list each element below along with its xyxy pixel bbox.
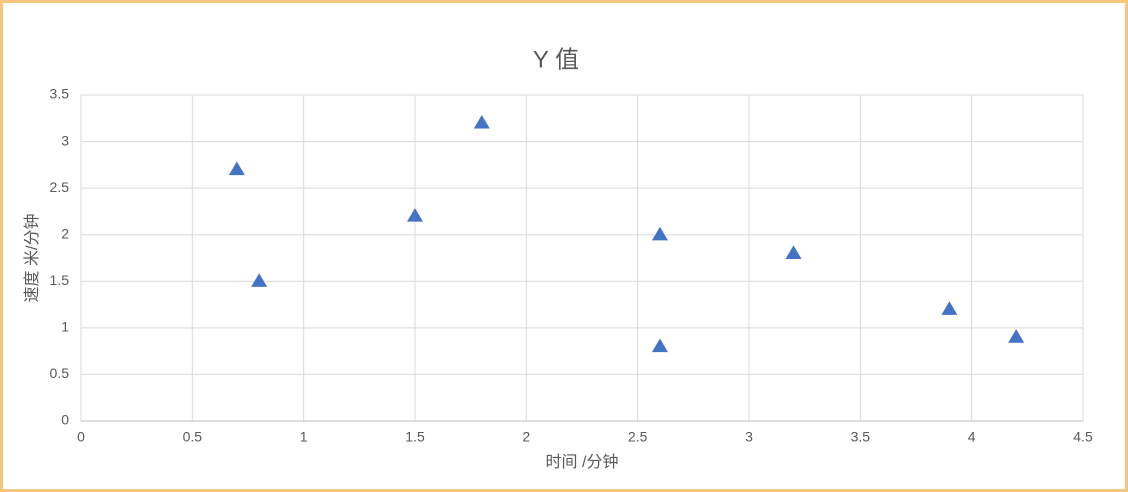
y-tick-label: 2 xyxy=(61,225,69,241)
x-tick-label: 2.5 xyxy=(628,429,648,445)
y-tick-label: 1 xyxy=(61,319,69,335)
data-point xyxy=(251,273,268,287)
y-tick-label: 3.5 xyxy=(50,86,70,102)
data-point xyxy=(941,301,958,315)
data-point xyxy=(785,245,802,259)
x-tick-label: 3.5 xyxy=(851,429,871,445)
data-point xyxy=(473,114,490,129)
data-point xyxy=(651,338,668,353)
y-tick-label: 0.5 xyxy=(50,365,70,381)
chart-title: Y 值 xyxy=(533,46,579,73)
data-point xyxy=(228,161,245,176)
x-tick-label: 3 xyxy=(745,429,753,445)
x-tick-label: 1.5 xyxy=(405,429,425,445)
y-axis-title: 速度 米/分钟 xyxy=(23,214,41,303)
x-axis-title: 时间 /分钟 xyxy=(546,453,619,471)
data-point xyxy=(1008,329,1025,343)
data-point xyxy=(651,226,668,241)
x-tick-label: 2 xyxy=(522,429,530,445)
x-tick-label: 0.5 xyxy=(183,429,203,445)
y-tick-label: 1.5 xyxy=(50,272,70,288)
y-tick-label: 0 xyxy=(61,412,69,428)
x-tick-label: 4 xyxy=(968,429,976,445)
x-tick-label: 0 xyxy=(77,429,85,445)
y-tick-label: 2.5 xyxy=(50,179,70,195)
y-tick-label: 3 xyxy=(61,132,69,148)
x-tick-label: 4.5 xyxy=(1073,429,1093,445)
data-point xyxy=(407,208,423,222)
x-tick-label: 1 xyxy=(300,429,308,445)
